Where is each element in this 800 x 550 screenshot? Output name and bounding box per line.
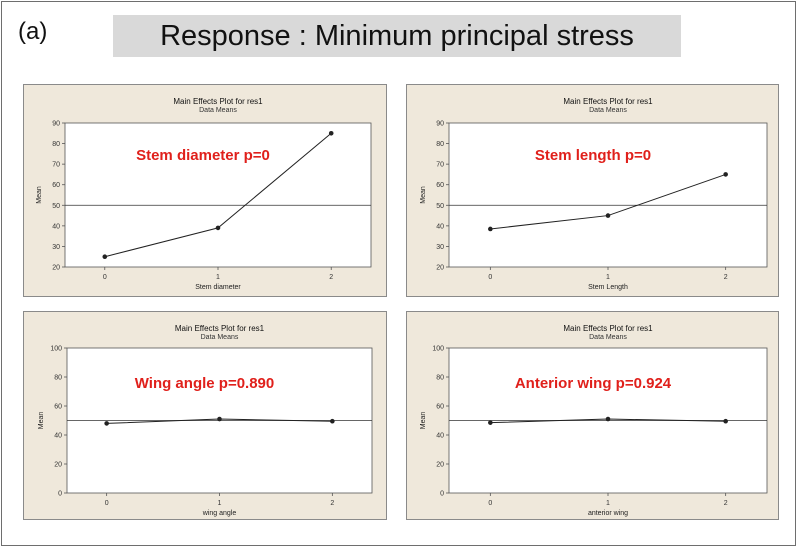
x-tick-label: 1 [606, 274, 610, 281]
chart-subtitle: Data Means [589, 107, 627, 114]
x-axis-label: anterior wing [588, 510, 628, 517]
y-tick-label: 20 [436, 462, 444, 469]
chart-subtitle: Data Means [199, 107, 237, 114]
y-tick-label: 60 [54, 404, 62, 411]
y-tick-label: 60 [52, 182, 60, 189]
y-tick-label: 0 [440, 491, 444, 498]
data-point [723, 418, 728, 424]
data-point [605, 416, 611, 422]
y-tick-label: 30 [52, 244, 60, 251]
x-axis-label: Stem Length [588, 284, 628, 291]
y-tick-label: 80 [436, 141, 444, 148]
y-tick-label: 100 [50, 346, 62, 353]
y-tick-label: 90 [52, 121, 60, 128]
y-tick-label: 90 [436, 121, 444, 128]
p-value-annotation: Wing angle p=0.890 [135, 375, 275, 392]
y-axis-label: Mean [420, 412, 427, 430]
x-axis-label: wing angle [202, 510, 237, 517]
plot-area [448, 122, 768, 268]
x-tick-label: 0 [103, 274, 107, 281]
y-tick-label: 70 [52, 162, 60, 169]
y-tick-label: 80 [54, 375, 62, 382]
chart-title: Main Effects Plot for res1 [173, 97, 263, 106]
p-value-annotation: Anterior wing p=0.924 [515, 375, 672, 392]
data-point [217, 416, 222, 422]
x-tick-label: 0 [488, 500, 492, 507]
y-tick-label: 20 [52, 265, 60, 272]
chart-title: Main Effects Plot for res1 [563, 324, 653, 333]
x-axis-label: Stem diameter [195, 284, 241, 291]
y-tick-label: 0 [58, 491, 62, 498]
x-tick-label: 1 [218, 500, 222, 507]
main-effects-panel-stem-length: Main Effects Plot for res1 Data Means 20 30… [406, 84, 779, 297]
data-point [723, 172, 728, 177]
x-tick-label: 1 [216, 274, 220, 281]
data-point [488, 226, 493, 232]
x-tick-label: 2 [330, 500, 334, 507]
main-effects-panel-stem-diameter: Main Effects Plot for res1 Data Means 20 30… [23, 84, 387, 297]
data-point [330, 418, 335, 424]
y-tick-label: 20 [436, 265, 444, 272]
data-point [488, 420, 493, 425]
y-axis-label: Mean [36, 186, 43, 204]
y-tick-label: 40 [54, 433, 62, 440]
y-tick-label: 40 [436, 433, 444, 440]
x-tick-label: 2 [329, 274, 333, 281]
figure-label: (a) [18, 18, 48, 45]
chart-subtitle: Data Means [201, 334, 239, 341]
data-point [605, 213, 611, 218]
y-tick-label: 80 [52, 141, 60, 148]
x-tick-label: 0 [488, 274, 492, 281]
x-tick-label: 1 [606, 500, 610, 507]
data-point [215, 225, 221, 231]
y-tick-label: 80 [436, 375, 444, 382]
x-tick-label: 2 [724, 500, 728, 507]
y-tick-label: 50 [436, 203, 444, 210]
y-axis-label: Mean [420, 186, 427, 204]
x-tick-label: 2 [724, 274, 728, 281]
chart-title: Main Effects Plot for res1 [563, 97, 653, 106]
y-tick-label: 30 [436, 244, 444, 251]
y-tick-label: 40 [436, 223, 444, 230]
x-tick-label: 0 [105, 500, 109, 507]
plot-area [64, 122, 372, 268]
y-tick-label: 100 [432, 346, 444, 353]
data-point [102, 254, 108, 260]
y-axis-label: Mean [38, 412, 45, 430]
y-tick-label: 60 [436, 182, 444, 189]
main-effects-panel-anterior-wing: Main Effects Plot for res1 Data Means 0 20 4… [406, 311, 779, 520]
y-tick-label: 50 [52, 203, 60, 210]
y-tick-label: 40 [52, 223, 60, 230]
chart-subtitle: Data Means [589, 334, 627, 341]
chart-title: Main Effects Plot for res1 [175, 324, 265, 333]
p-value-annotation: Stem length p=0 [535, 147, 651, 164]
p-value-annotation: Stem diameter p=0 [136, 147, 270, 164]
main-effects-panel-wing-angle: Main Effects Plot for res1 Data Means 0 20 4… [23, 311, 387, 520]
figure-title-bar: Response : Minimum principal stress [113, 15, 681, 57]
y-tick-label: 60 [436, 404, 444, 411]
data-point [104, 421, 109, 426]
figure-title: Response : Minimum principal stress [160, 19, 634, 52]
y-tick-label: 70 [436, 162, 444, 169]
y-tick-label: 20 [54, 462, 62, 469]
data-point [328, 130, 334, 136]
